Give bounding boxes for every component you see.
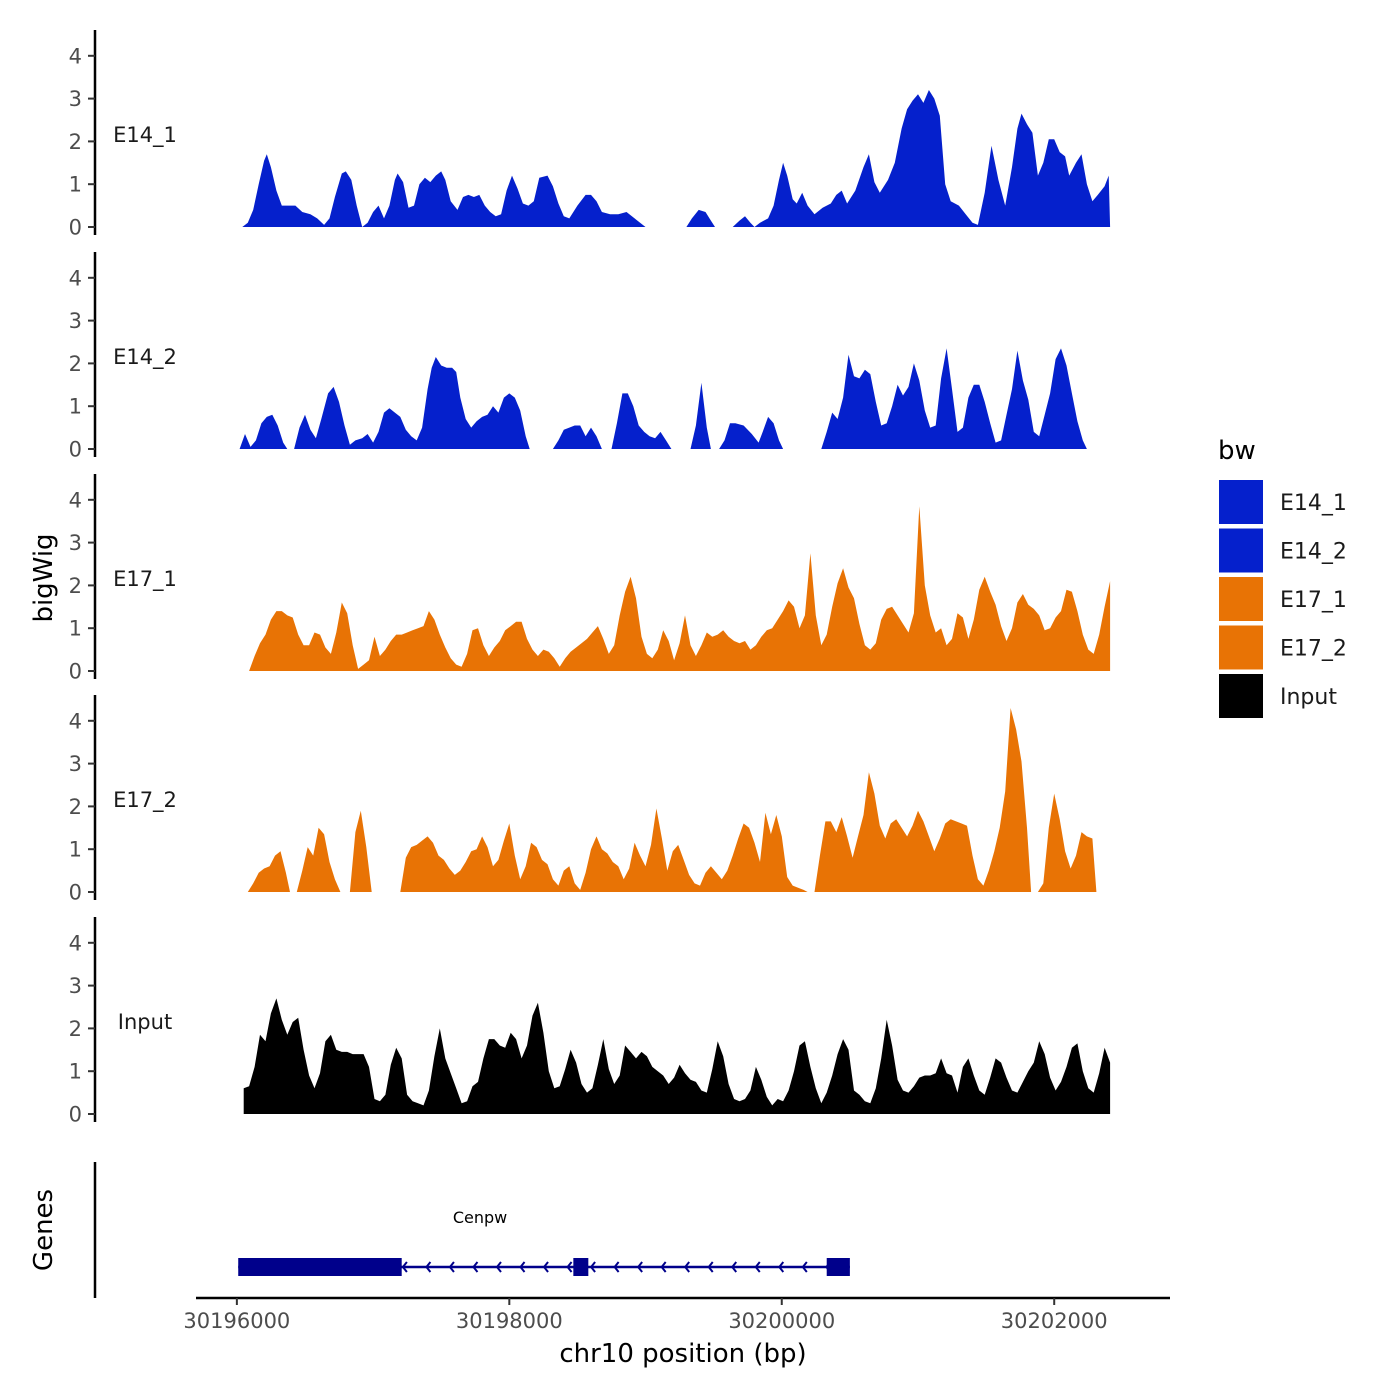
gene-track: Cenpw: [93, 1162, 850, 1298]
strand-arrow: [401, 1261, 408, 1273]
track-label-E17_1: E17_1: [113, 567, 177, 592]
y-tick-label-E17_2-3: 3: [69, 752, 82, 776]
x-tick-label-30198000: 30198000: [456, 1309, 563, 1333]
y-tick-label-E14_1-2: 2: [69, 130, 82, 154]
signal-area-E17_1: [249, 506, 1111, 671]
signal-area-E14_2: [239, 348, 1087, 449]
strand-arrow: [425, 1261, 432, 1273]
y-tick-label-E14_1-3: 3: [69, 87, 82, 111]
strand-arrow: [519, 1261, 526, 1273]
strand-arrow: [660, 1261, 667, 1273]
y-tick-label-E17_2-0: 0: [69, 881, 82, 905]
strand-arrow: [683, 1261, 690, 1273]
legend-key-E17_1: [1219, 577, 1263, 621]
strand-arrow: [542, 1261, 549, 1273]
legend-key-Input: [1219, 674, 1263, 718]
strand-arrow: [495, 1261, 502, 1273]
legend-label-E17_1: E17_1: [1280, 588, 1347, 613]
strand-arrow: [778, 1261, 785, 1273]
y-tick-label-E17_1-4: 4: [69, 488, 82, 512]
y-tick-label-E17_2-1: 1: [69, 838, 82, 862]
y-tick-label-E14_2-3: 3: [69, 309, 82, 333]
signal-area-E17_2: [247, 708, 1097, 892]
strand-arrow: [801, 1261, 808, 1273]
y-tick-label-E17_2-2: 2: [69, 795, 82, 819]
track-label-E14_2: E14_2: [113, 345, 177, 370]
y-axis-title-bigwig: bigWig: [29, 533, 59, 622]
track-Input: 0 1 2 3 4 Input: [69, 917, 1111, 1127]
gene-exon-2: [573, 1258, 589, 1276]
legend-label-E17_2: E17_2: [1280, 637, 1347, 662]
signal-area-E14_1: [242, 90, 1111, 227]
y-tick-label-Input-4: 4: [69, 931, 82, 955]
y-tick-label-E14_2-4: 4: [69, 266, 82, 290]
legend-key-E14_2: [1219, 528, 1263, 573]
legend-title: bw: [1218, 436, 1256, 466]
y-tick-label-E17_1-1: 1: [69, 617, 82, 641]
strand-arrow: [472, 1261, 479, 1273]
legend-label-E14_2: E14_2: [1280, 540, 1347, 565]
strand-arrow: [730, 1261, 738, 1273]
x-axis-title: chr10 position (bp): [559, 1339, 806, 1369]
x-tick-label-30200000: 30200000: [728, 1309, 835, 1333]
gene-exon-1: [238, 1258, 402, 1276]
track-E14_2: 0 1 2 3 4 E14_2: [69, 252, 1087, 462]
y-tick-label-Input-3: 3: [69, 974, 82, 998]
legend-key-E14_1: [1219, 480, 1263, 524]
legend: bw E14_1 E14_2 E17_1 E17_2 Input: [1218, 436, 1347, 718]
legend-label-Input: Input: [1280, 685, 1337, 710]
x-tick-label-30196000: 30196000: [183, 1309, 290, 1333]
y-tick-label-E17_1-2: 2: [69, 574, 82, 598]
track-label-E14_1: E14_1: [113, 123, 177, 148]
legend-label-E14_1: E14_1: [1280, 491, 1347, 516]
y-tick-label-Input-1: 1: [69, 1060, 82, 1084]
track-label-E17_2: E17_2: [113, 788, 177, 813]
signal-area-Input: [243, 998, 1111, 1114]
y-tick-label-E14_2-0: 0: [69, 438, 82, 462]
strand-arrow: [448, 1261, 455, 1273]
gene-label: Cenpw: [453, 1208, 507, 1227]
strand-arrow: [566, 1261, 573, 1273]
y-tick-label-Input-2: 2: [69, 1017, 82, 1041]
y-tick-label-E14_1-4: 4: [69, 44, 82, 68]
y-tick-label-E14_2-1: 1: [69, 395, 82, 419]
legend-key-E17_2: [1219, 625, 1263, 670]
y-tick-label-Input-0: 0: [69, 1103, 82, 1127]
y-tick-label-E17_2-4: 4: [69, 709, 82, 733]
strand-arrow: [636, 1261, 643, 1273]
strand-arrow: [707, 1261, 714, 1273]
y-tick-label-E17_1-0: 0: [69, 660, 82, 684]
y-tick-label-E14_2-2: 2: [69, 352, 82, 376]
strand-arrow: [589, 1261, 596, 1273]
strand-arrow: [613, 1261, 620, 1273]
y-tick-label-E17_1-3: 3: [69, 531, 82, 555]
y-axis-title-genes: Genes: [29, 1189, 59, 1271]
strand-arrow: [754, 1261, 761, 1273]
x-axis: 30196000 30198000 30200000 30202000: [183, 1296, 1170, 1333]
track-E14_1: 0 1 2 3 4 E14_1: [69, 30, 1111, 240]
track-E17_1: 0 1 2 3 4 E17_1: [69, 474, 1111, 684]
x-tick-label-30202000: 30202000: [1001, 1309, 1108, 1333]
track-E17_2: 0 1 2 3 4 E17_2: [69, 695, 1097, 905]
y-tick-label-E14_1-0: 0: [69, 216, 82, 240]
gene-exon-3: [826, 1258, 850, 1276]
bigwig-tracks: 0 1 2 3 4 E14_1 0 1 2 3 4 E14_2 0 1 2 3 4 E17_1 0 1 2 3 4 E17_2…: [69, 30, 1111, 1127]
track-label-Input: Input: [118, 1010, 172, 1034]
y-tick-label-E14_1-1: 1: [69, 173, 82, 197]
